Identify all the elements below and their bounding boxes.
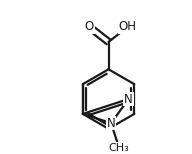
- Text: N: N: [107, 117, 115, 130]
- Text: O: O: [85, 20, 94, 33]
- Text: CH₃: CH₃: [109, 143, 130, 153]
- Text: OH: OH: [119, 20, 137, 33]
- Text: N: N: [124, 93, 133, 105]
